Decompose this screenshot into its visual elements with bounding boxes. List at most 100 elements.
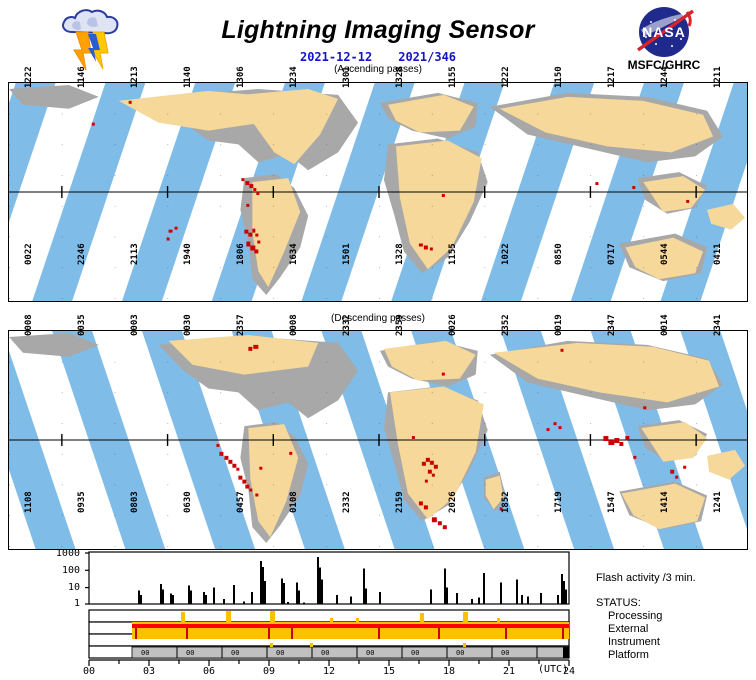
x-tick-03: 03	[142, 666, 156, 677]
orbit-label-bottom: 1501	[342, 243, 352, 265]
orbit-label-bottom: 2246	[77, 243, 87, 265]
x-tick-09: 09	[262, 666, 276, 677]
legend-status-title: STATUS:	[596, 597, 641, 609]
orbit-label-bottom: 1940	[183, 243, 193, 265]
date-iso: 2021-12-12	[299, 50, 373, 64]
orbit-label-bottom: 2159	[395, 491, 405, 513]
ascending-pass-map[interactable]: 1222 1146 1213 1140 1306 1234 1301 1328 …	[8, 66, 748, 302]
page-header: Lightning Imaging Sensor 2021-12-12 2021/…	[0, 0, 756, 76]
svg-text:00: 00	[321, 649, 329, 657]
orbit-label-top: 0008	[24, 314, 34, 336]
orbit-label-top: 2352	[501, 314, 511, 336]
svg-text:00: 00	[501, 649, 509, 657]
orbit-label-top: 0030	[183, 314, 193, 336]
y-tick-100: 100	[61, 565, 80, 576]
ascending-map-canvas	[8, 82, 748, 302]
x-tick-18: 18	[442, 666, 456, 677]
x-tick-12: 12	[322, 666, 336, 677]
orbit-label-bottom: 0630	[183, 491, 193, 513]
orbit-label-top: 1155	[448, 66, 458, 88]
orbit-label-bottom: 2332	[342, 491, 352, 513]
orbit-label-top: 2347	[607, 314, 617, 336]
orbit-label-top: 1211	[713, 66, 723, 88]
orbit-label-top: 0019	[554, 314, 564, 336]
orbit-label-top: 1150	[554, 66, 564, 88]
orbit-label-top: 0035	[77, 314, 87, 336]
orbit-label-bottom: 1108	[24, 491, 34, 513]
orbit-label-top: 0003	[130, 314, 140, 336]
orbit-label-bottom: 1241	[713, 491, 723, 513]
x-tick-06: 06	[202, 666, 216, 677]
orbit-label-bottom: 0544	[660, 243, 670, 265]
orbit-label-bottom: 0457	[236, 491, 246, 513]
orbit-label-bottom: 0108	[289, 491, 299, 513]
svg-text:00: 00	[186, 649, 194, 657]
orbit-label-top: 1213	[130, 66, 140, 88]
orbit-label-top: 2357	[236, 314, 246, 336]
orbit-label-top: 2332	[342, 314, 352, 336]
orbit-label-top: 1217	[607, 66, 617, 88]
orbit-label-top: 1146	[77, 66, 87, 88]
svg-text:00: 00	[276, 649, 284, 657]
orbit-label-bottom: 1852	[501, 491, 511, 513]
date-doy: 2021/346	[398, 50, 457, 64]
descending-map-canvas	[8, 330, 748, 550]
orbit-label-bottom: 0850	[554, 243, 564, 265]
svg-text:00: 00	[231, 649, 239, 657]
x-tick-15: 15	[382, 666, 396, 677]
orbit-label-top: 2341	[713, 314, 723, 336]
orbit-label-bottom: 1547	[607, 491, 617, 513]
svg-text:00: 00	[411, 649, 419, 657]
orbit-label-bottom: 1414	[660, 491, 670, 513]
descending-pass-map[interactable]: 0008 0035 0003 0030 2357 0008 2332 2359 …	[8, 314, 748, 550]
flash-activity-chart[interactable]: 00 00 00 00 00 00 00 00 00	[0, 548, 756, 680]
x-tick-24: 24	[562, 666, 576, 677]
y-tick-1: 1	[73, 598, 80, 609]
x-tick-21: 21	[502, 666, 516, 677]
orbit-label-top: 0008	[289, 314, 299, 336]
orbit-label-bottom: 0803	[130, 491, 140, 513]
orbit-label-top: 1328	[395, 66, 405, 88]
orbit-label-top: 1222	[24, 66, 34, 88]
orbit-label-bottom: 1328	[395, 243, 405, 265]
thunderstorm-cloud-lightning-icon	[62, 9, 119, 71]
y-tick-10: 10	[67, 582, 80, 593]
x-axis-unit-label: (UTC)	[538, 664, 569, 675]
descending-pass-label: (Descending passes)	[331, 313, 425, 324]
orbit-label-bottom: 2113	[130, 243, 140, 265]
nasa-meatball-logo: NASA	[637, 7, 694, 57]
orbit-label-top: 1244	[660, 66, 670, 88]
svg-text:00: 00	[456, 649, 464, 657]
page-title: Lightning Imaging Sensor	[221, 16, 535, 44]
orbit-label-bottom: 2026	[448, 491, 458, 513]
svg-text:NASA: NASA	[642, 24, 686, 40]
svg-text:00: 00	[141, 649, 149, 657]
orbit-label-bottom: 0935	[77, 491, 87, 513]
orbit-label-top: 1140	[183, 66, 193, 88]
observation-date: 2021-12-12 2021/346	[150, 50, 606, 64]
orbit-label-bottom: 0717	[607, 243, 617, 265]
ascending-pass-label: (Ascending passes)	[334, 64, 422, 75]
orbit-label-top: 0014	[660, 314, 670, 336]
legend-flash-activity: Flash activity /3 min.	[596, 572, 696, 584]
x-tick-00: 00	[82, 666, 96, 677]
legend-processing: Processing	[608, 610, 663, 622]
orbit-label-top: 1306	[236, 66, 246, 88]
orbit-label-bottom: 1719	[554, 491, 564, 513]
orbit-label-top: 0026	[448, 314, 458, 336]
orbit-label-bottom: 0022	[24, 243, 34, 265]
timeline-panel[interactable]: 00 00 00 00 00 00 00 00 00	[0, 548, 756, 680]
orbit-label-bottom: 1022	[501, 243, 511, 265]
y-tick-1000: 1000	[55, 548, 80, 559]
legend-platform: Platform	[608, 649, 649, 661]
legend-external: External	[608, 623, 649, 635]
orbit-label-bottom: 0411	[713, 243, 723, 265]
orbit-label-bottom: 1634	[289, 243, 299, 265]
nasa-center-label: MSFC/GHRC	[627, 58, 701, 72]
orbit-label-bottom: 1155	[448, 243, 458, 265]
svg-text:00: 00	[366, 649, 374, 657]
orbit-label-top: 1222	[501, 66, 511, 88]
legend-instrument: Instrument	[608, 636, 660, 648]
orbit-label-bottom: 1806	[236, 243, 246, 265]
orbit-label-top: 2359	[395, 314, 405, 336]
